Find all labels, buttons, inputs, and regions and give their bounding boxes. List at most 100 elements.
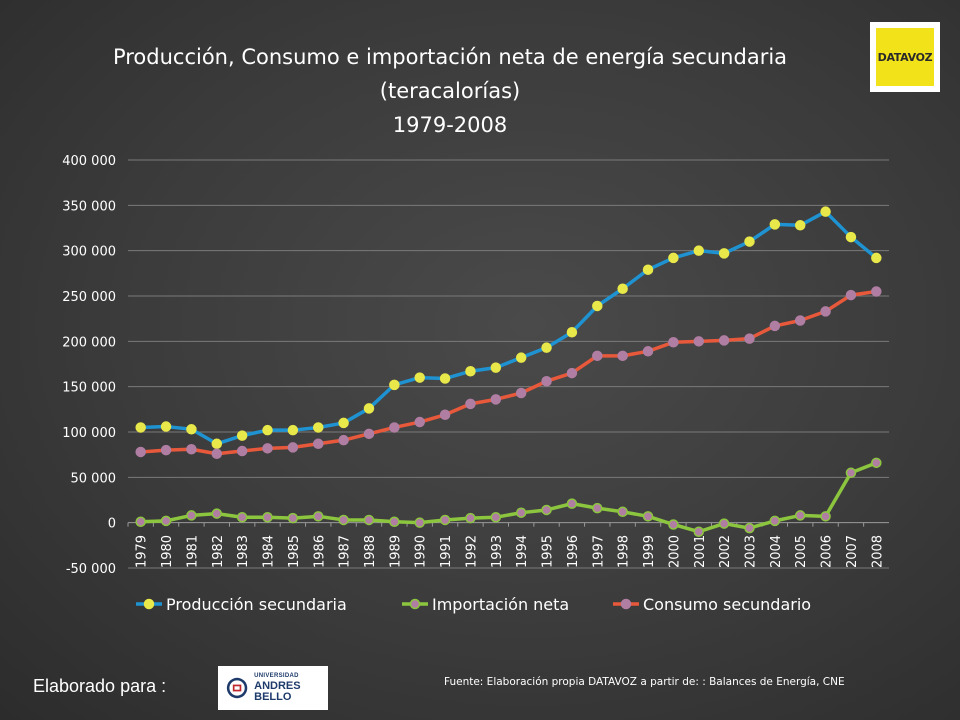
data-point-imports	[287, 512, 299, 524]
data-point-imports	[313, 511, 324, 522]
data-point-imports	[414, 517, 425, 528]
x-tick-label: 2004	[769, 535, 784, 568]
prepared-for-label: Elaborado para :	[33, 676, 167, 696]
x-tick-label: 2005	[794, 535, 809, 568]
data-point-consumption	[439, 409, 451, 421]
data-point-production	[363, 403, 375, 414]
x-tick-label: 2001	[693, 535, 708, 568]
x-tick-label: 1986	[312, 535, 327, 568]
x-tick-label: 1993	[490, 535, 505, 568]
data-point-imports	[820, 511, 831, 522]
data-point-imports	[363, 514, 375, 526]
data-point-imports	[389, 516, 400, 528]
data-point-consumption	[135, 446, 146, 458]
data-point-consumption	[389, 422, 400, 433]
y-tick-label: 200 000	[62, 335, 116, 350]
data-point-production	[160, 421, 172, 432]
data-point-imports	[490, 511, 502, 523]
x-tick-label: 1985	[287, 535, 302, 568]
data-point-production	[389, 379, 400, 391]
data-point-consumption	[515, 387, 527, 399]
data-point-imports	[769, 515, 781, 527]
data-point-production	[794, 220, 806, 231]
data-point-production	[744, 236, 755, 247]
legend-marker-consumption	[620, 598, 632, 610]
data-point-imports	[744, 522, 755, 534]
y-tick-label: 100 000	[62, 426, 116, 441]
x-tick-label: 1997	[591, 535, 606, 568]
data-point-imports	[718, 518, 730, 529]
data-point-consumption	[541, 375, 552, 387]
data-point-production	[135, 422, 146, 433]
chart-title-block: Producción, Consumo e importación neta d…	[30, 40, 870, 142]
data-point-production	[287, 424, 299, 436]
data-point-production	[871, 252, 882, 264]
data-point-consumption	[465, 398, 476, 410]
x-tick-label: 1996	[566, 535, 581, 568]
data-point-consumption	[794, 315, 806, 326]
data-point-consumption	[718, 335, 730, 346]
legend-label-production: Producción secundaria	[166, 595, 347, 614]
chart-period: 1979-2008	[392, 113, 508, 137]
x-tick-label: 1987	[338, 535, 353, 568]
data-point-imports	[642, 511, 654, 522]
data-point-consumption	[566, 367, 578, 379]
series-line-production	[140, 209, 878, 446]
x-tick-label: 1988	[363, 535, 378, 568]
chart-subtitle: (teracalorías)	[379, 79, 521, 103]
series-line-consumption	[140, 289, 877, 456]
university-name-small: UNIVERSIDAD	[254, 673, 299, 679]
y-tick-label: 300 000	[62, 245, 116, 260]
x-tick-label: 1982	[211, 535, 226, 568]
y-tick-label: 350 000	[62, 199, 116, 214]
x-tick-label: 1994	[515, 535, 530, 568]
x-tick-label: 1990	[414, 535, 429, 568]
data-point-imports	[135, 516, 146, 528]
y-tick-label: 0	[108, 517, 116, 532]
x-tick-label: 1999	[642, 535, 657, 568]
x-tick-label: 1998	[617, 535, 632, 568]
data-point-consumption	[287, 442, 299, 453]
data-point-production	[186, 424, 197, 435]
data-point-imports	[160, 515, 172, 527]
data-point-consumption	[871, 286, 882, 297]
data-point-consumption	[744, 333, 755, 344]
data-point-production	[592, 300, 603, 312]
data-point-consumption	[211, 448, 223, 460]
legend-marker-imports	[409, 598, 421, 610]
data-point-consumption	[338, 434, 349, 446]
university-logo: UNIVERSIDAD ANDRES BELLO	[218, 666, 328, 710]
legend-label-imports: Importación neta	[432, 595, 569, 614]
data-point-consumption	[769, 320, 781, 332]
data-point-production	[617, 283, 628, 294]
data-point-production	[236, 430, 248, 441]
data-point-consumption	[642, 346, 654, 357]
data-point-production	[211, 438, 223, 450]
data-point-production	[490, 362, 502, 373]
data-point-consumption	[490, 394, 502, 405]
data-point-production	[338, 417, 349, 429]
data-point-imports	[211, 508, 223, 519]
data-point-production	[718, 248, 730, 259]
x-tick-label: 1995	[541, 535, 556, 568]
x-tick-label: 2008	[870, 535, 885, 568]
data-point-production	[668, 252, 679, 264]
y-tick-label: 400 000	[62, 154, 116, 169]
data-point-consumption	[845, 289, 857, 301]
data-point-consumption	[313, 438, 324, 450]
data-point-imports	[541, 504, 552, 516]
x-tick-label: 1984	[262, 535, 277, 568]
data-point-production	[845, 231, 857, 243]
data-point-imports	[794, 510, 806, 521]
y-tick-label: 50 000	[71, 471, 117, 486]
university-name-big: ANDRES BELLO	[254, 680, 301, 703]
legend-marker-production	[143, 598, 155, 610]
x-tick-label: 1979	[135, 535, 150, 568]
data-point-consumption	[160, 444, 172, 456]
data-point-imports	[668, 519, 679, 530]
data-point-imports	[693, 526, 704, 537]
y-tick-label: 250 000	[62, 290, 116, 305]
data-point-consumption	[186, 443, 197, 455]
data-point-production	[693, 245, 704, 256]
